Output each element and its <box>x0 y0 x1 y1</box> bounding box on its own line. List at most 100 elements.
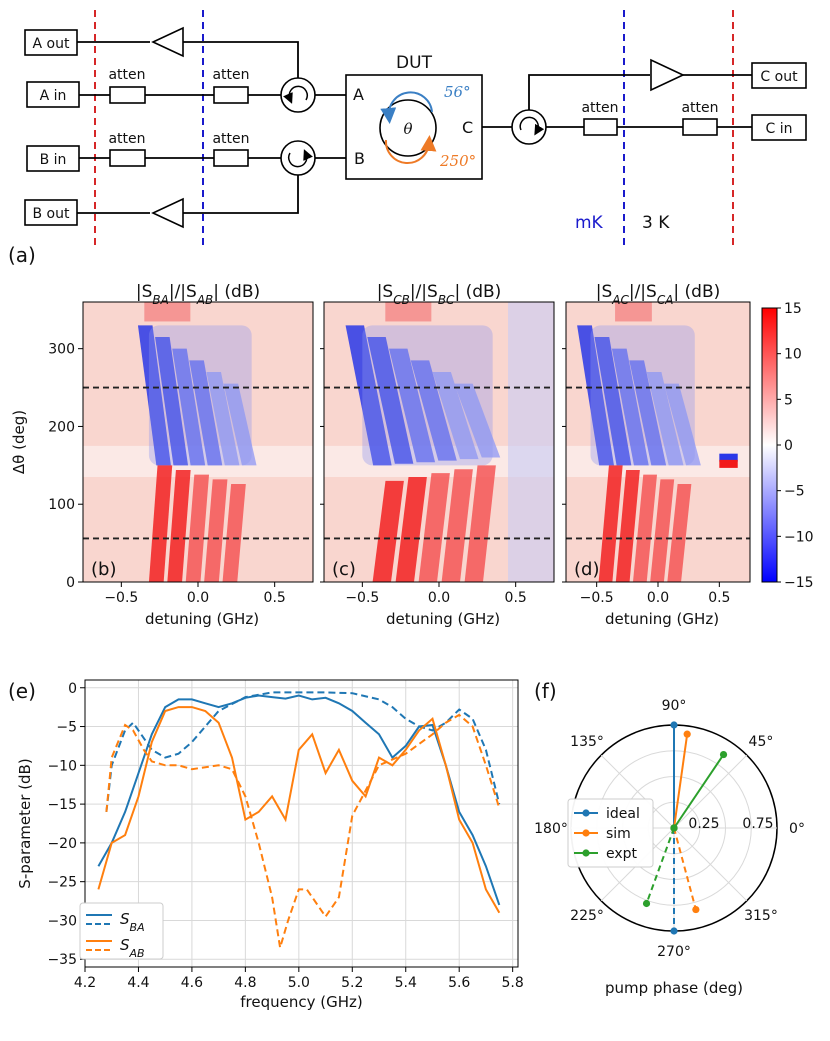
colorbar-tick-label: 10 <box>784 347 802 363</box>
red-top-patch <box>144 302 191 322</box>
red-stripe <box>441 469 473 582</box>
blue-stripe <box>345 325 392 466</box>
polar-angle-label: 270° <box>657 944 691 960</box>
red-stripe <box>185 474 210 582</box>
blue-spot <box>719 453 738 462</box>
angle-top-label: 56° <box>444 83 471 101</box>
blue-stripe <box>189 360 223 466</box>
x-tick-label: 0.0 <box>187 590 209 606</box>
y-tick-label: −20 <box>47 836 77 852</box>
x-axis-label: detuning (GHz) <box>386 610 500 628</box>
port-label-a-out: A out <box>33 36 70 52</box>
blue-stripe <box>432 372 479 460</box>
blue-stripe <box>629 360 667 466</box>
blue-stripe <box>367 337 414 464</box>
x-tick-label: −0.5 <box>580 590 614 606</box>
polar-angle-label: 0° <box>789 821 805 837</box>
y-tick-label: 100 <box>48 497 75 513</box>
x-tick-label: −0.5 <box>104 590 138 606</box>
polar-point <box>670 721 678 729</box>
red-stripe <box>615 470 640 582</box>
circulator-icon <box>280 140 316 176</box>
colorbar: 15 10 5 0 −5 −10 −15 <box>761 301 814 591</box>
red-stripe <box>632 474 658 582</box>
circulator-icon <box>280 77 316 113</box>
circulator-icon <box>511 109 547 145</box>
attenuator <box>213 86 249 104</box>
heatmap-corner-label: (b) <box>91 559 116 580</box>
heatmap-title: |SAC|/|SCA| (dB) <box>596 282 721 307</box>
legend-box <box>79 902 164 960</box>
polar-grid-spoke <box>673 754 748 829</box>
port-label-c-out: C out <box>760 69 798 85</box>
colorbar-tick-label: 5 <box>784 392 793 408</box>
blue-region <box>590 325 695 466</box>
port-label-c-in: C in <box>766 121 793 137</box>
red-stripe <box>418 473 450 582</box>
red-stripe <box>395 477 427 582</box>
amplifier-icon <box>151 26 184 58</box>
polar-angle-label: 135° <box>570 734 604 750</box>
dut-port-b: B <box>354 149 365 168</box>
x-tick-label: 5.2 <box>341 975 363 991</box>
polar-legend-marker <box>582 849 590 857</box>
x-tick-label: 5.6 <box>448 975 470 991</box>
x-tick-label: 0.5 <box>505 590 527 606</box>
polar-angle-label: 315° <box>744 908 778 924</box>
y-tick-label: −30 <box>47 913 77 929</box>
panel-label-a: (a) <box>8 243 36 267</box>
heatmap-d: −0.5 0.0 0.5 detuning (GHz) |SAC|/|SCA| (dB)… <box>562 282 751 628</box>
colorbar-tick-label: −10 <box>784 529 814 545</box>
heatmap-corner-label: (c) <box>332 559 356 580</box>
port-label-b-in: B in <box>40 152 67 168</box>
port-box-b-in <box>26 145 80 172</box>
y-tick-label: −10 <box>47 758 77 774</box>
blue-region <box>362 325 493 466</box>
orange-arrow-icon <box>384 135 437 164</box>
x-axis-label: detuning (GHz) <box>145 610 259 628</box>
blue-stripe <box>137 325 171 466</box>
colorbar-tick-label: 15 <box>784 301 802 317</box>
blue-region <box>148 325 252 466</box>
plot-frame <box>84 679 519 968</box>
y-axis-label: Δθ (deg) <box>10 410 28 474</box>
heatmap-body <box>83 302 313 582</box>
red-stripe <box>222 484 246 582</box>
heatmap-title: |SBA|/|SAB| (dB) <box>136 282 260 307</box>
red-stripe <box>650 479 675 582</box>
polar-point <box>692 905 700 914</box>
y-tick-label: 300 <box>48 342 75 358</box>
x-axis-label: detuning (GHz) <box>605 610 719 628</box>
polar-series-line <box>673 754 725 829</box>
colorbar-tick-label: −5 <box>784 484 805 500</box>
port-box-a-in <box>26 81 80 108</box>
polar-angle-label: 45° <box>749 734 774 750</box>
polar-point <box>683 730 691 738</box>
polar-legend-marker <box>582 809 590 817</box>
atten-label: atten <box>108 131 145 147</box>
x-tick-label: 4.6 <box>181 975 203 991</box>
red-spot <box>719 459 738 468</box>
blue-stripe <box>410 360 457 461</box>
atten-label: atten <box>581 100 618 116</box>
attenuator <box>109 86 146 104</box>
s-parameter-chart: 4.2 4.4 4.6 4.8 5.0 5.2 5.4 5.6 5.8 0 −5 −10 −15 −20 −… <box>16 679 524 1011</box>
y-tick-label: −15 <box>47 797 77 813</box>
legend-label: SBA <box>120 910 145 934</box>
y-tick-label: −25 <box>47 875 77 891</box>
polar-angle-label: 180° <box>534 821 568 837</box>
polar-series-line <box>645 827 675 904</box>
polar-angle-label: 90° <box>662 698 687 714</box>
red-stripe <box>204 479 228 582</box>
red-top-patch <box>615 302 652 322</box>
polar-radial-label: 0.75 <box>742 816 773 832</box>
polar-grid-spoke <box>600 754 675 829</box>
attenuator <box>583 118 618 136</box>
atten-label: atten <box>681 100 718 116</box>
stage-mk-label: mK <box>575 213 604 233</box>
y-tick-label: −35 <box>47 952 77 968</box>
red-top-patch <box>385 302 432 322</box>
blue-stripe <box>454 383 501 458</box>
polar-legend-box <box>567 798 654 868</box>
atten-label: atten <box>108 67 145 83</box>
